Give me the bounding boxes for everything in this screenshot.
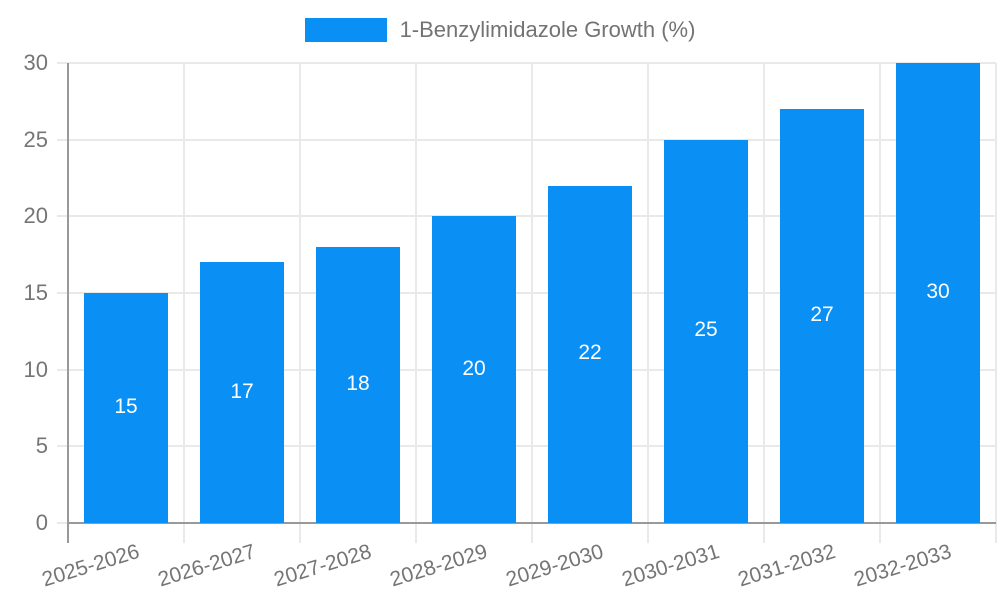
x-tick-label: 2026-2027 bbox=[154, 540, 258, 592]
bar-value-label: 17 bbox=[230, 380, 254, 403]
bar[interactable] bbox=[664, 140, 748, 523]
y-tick-label: 5 bbox=[35, 433, 48, 458]
legend-swatch bbox=[304, 18, 387, 42]
bar[interactable] bbox=[316, 247, 400, 523]
y-axis-tick bbox=[57, 522, 68, 524]
x-tick-label: 2032-2033 bbox=[850, 540, 954, 592]
x-gridline bbox=[995, 63, 997, 523]
chart-legend[interactable]: 1-Benzylimidazole Growth (%) bbox=[0, 17, 1000, 43]
x-axis-tick bbox=[647, 523, 649, 543]
x-axis-tick bbox=[299, 523, 301, 543]
y-tick-label: 20 bbox=[23, 203, 48, 228]
bar[interactable] bbox=[432, 216, 516, 523]
x-tick-label: 2025-2026 bbox=[38, 540, 142, 592]
x-tick-label: 2028-2029 bbox=[386, 540, 490, 592]
y-axis-tick bbox=[57, 215, 68, 217]
x-axis-tick bbox=[531, 523, 533, 543]
x-axis-tick bbox=[763, 523, 765, 543]
x-tick-label: 2027-2028 bbox=[270, 540, 374, 592]
bar-value-label: 25 bbox=[694, 318, 718, 341]
bar-value-label: 30 bbox=[926, 280, 950, 303]
bar[interactable] bbox=[780, 109, 864, 523]
x-axis-line bbox=[68, 522, 996, 524]
bar[interactable] bbox=[896, 63, 980, 523]
y-tick-label: 30 bbox=[23, 50, 48, 75]
bar[interactable] bbox=[200, 262, 284, 523]
x-axis-tick bbox=[183, 523, 185, 543]
y-axis-tick bbox=[57, 292, 68, 294]
y-axis-tick bbox=[57, 369, 68, 371]
bar[interactable] bbox=[548, 186, 632, 523]
y-axis-tick bbox=[57, 139, 68, 141]
bar-value-label: 22 bbox=[578, 341, 602, 364]
bar-value-label: 27 bbox=[810, 303, 834, 326]
bar-value-label: 18 bbox=[346, 372, 370, 395]
x-axis-tick bbox=[415, 523, 417, 543]
y-tick-label: 25 bbox=[23, 127, 48, 152]
x-tick-label: 2030-2031 bbox=[618, 540, 722, 592]
legend-label: 1-Benzylimidazole Growth (%) bbox=[399, 17, 696, 42]
bar-value-label: 20 bbox=[462, 357, 486, 380]
y-tick-label: 15 bbox=[23, 280, 48, 305]
x-gridline bbox=[299, 63, 301, 523]
y-tick-label: 0 bbox=[35, 510, 48, 535]
x-gridline bbox=[183, 63, 185, 523]
x-gridline bbox=[647, 63, 649, 523]
x-tick-label: 2031-2032 bbox=[734, 540, 838, 592]
x-axis-tick bbox=[995, 523, 997, 543]
y-axis-tick bbox=[57, 62, 68, 64]
y-tick-label: 10 bbox=[23, 357, 48, 382]
x-gridline bbox=[763, 63, 765, 523]
y-axis-line bbox=[67, 63, 69, 543]
x-gridline bbox=[415, 63, 417, 523]
x-axis-tick bbox=[879, 523, 881, 543]
x-tick-label: 2029-2030 bbox=[502, 540, 606, 592]
bar[interactable] bbox=[84, 293, 168, 523]
x-gridline bbox=[531, 63, 533, 523]
bar-value-label: 15 bbox=[114, 395, 138, 418]
y-axis-tick bbox=[57, 445, 68, 447]
x-gridline bbox=[879, 63, 881, 523]
